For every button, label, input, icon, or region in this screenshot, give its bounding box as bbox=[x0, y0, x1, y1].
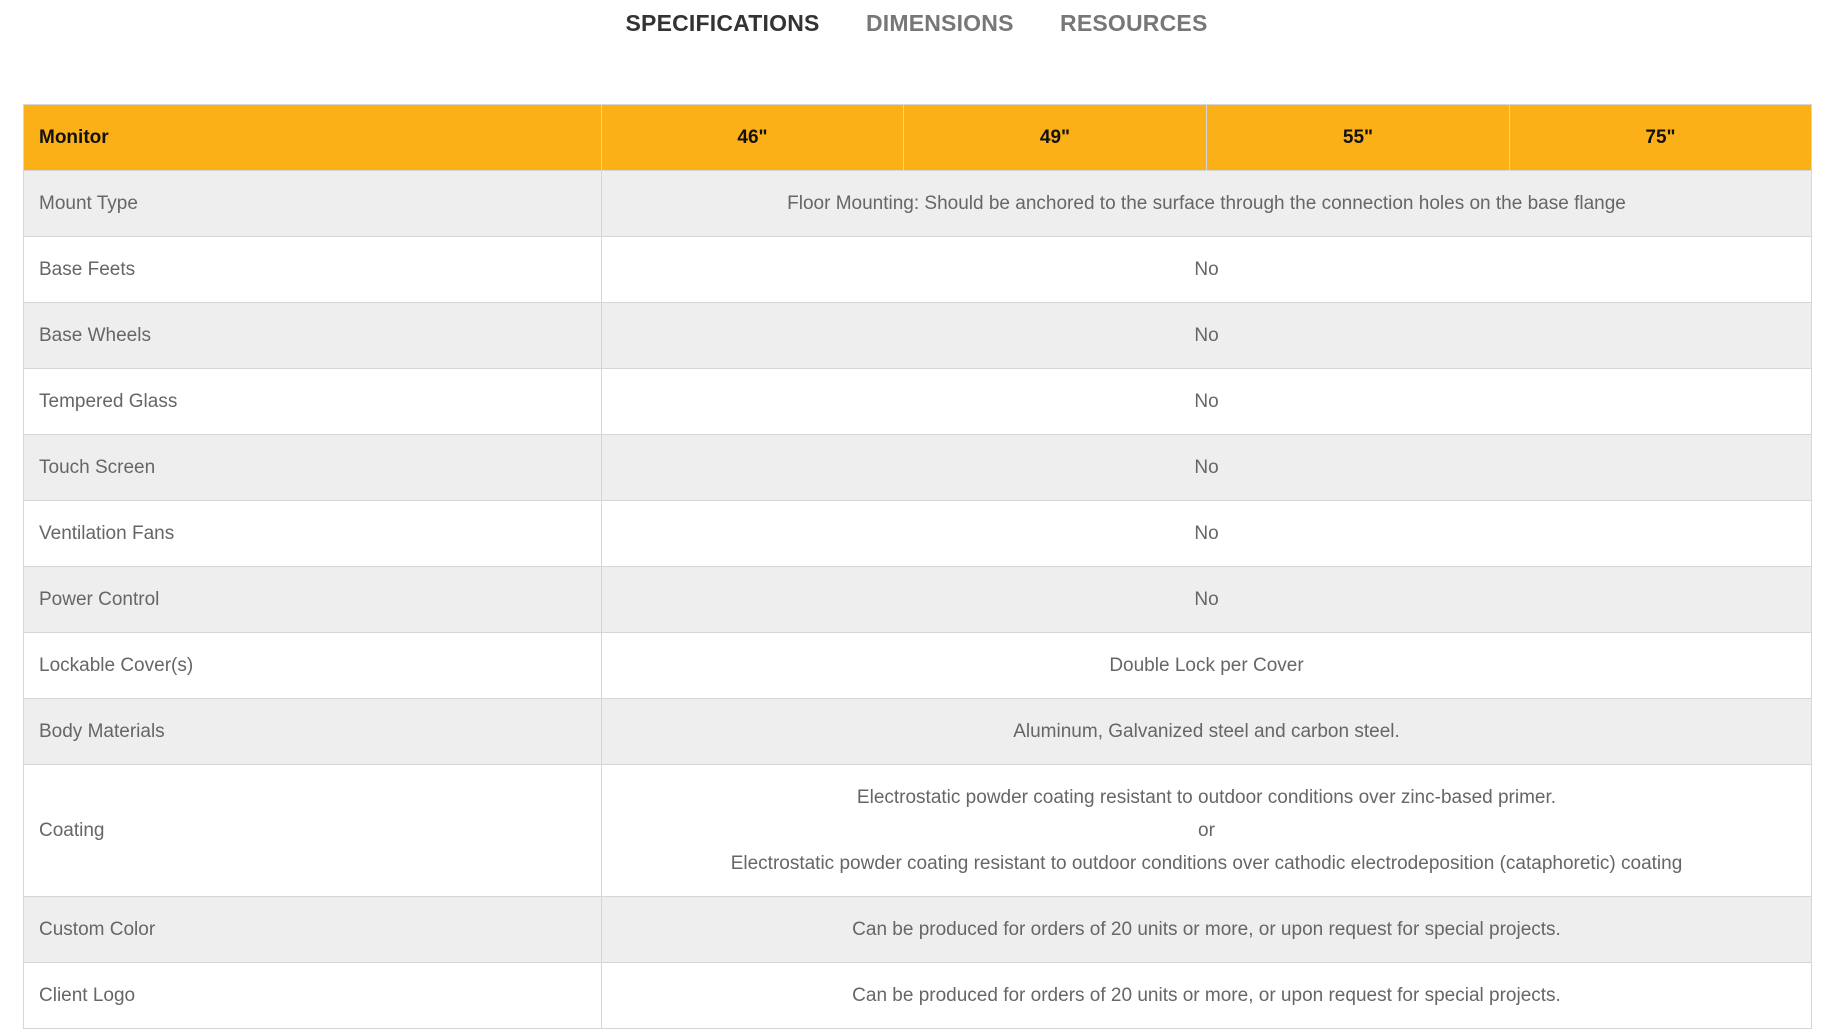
table-row: Lockable Cover(s) Double Lock per Cover bbox=[23, 632, 1812, 699]
row-label: Client Logo bbox=[23, 962, 602, 1029]
table-row: Power Control No bbox=[23, 566, 1812, 633]
row-label: Base Wheels bbox=[23, 302, 602, 369]
table-header-row: Monitor 46" 49" 55" 75" bbox=[23, 104, 1812, 171]
table-row: Client Logo Can be produced for orders of… bbox=[23, 962, 1812, 1029]
row-value: No bbox=[601, 368, 1812, 435]
row-label: Body Materials bbox=[23, 698, 602, 765]
tab-bar: SPECIFICATIONS DIMENSIONS RESOURCES bbox=[0, 10, 1833, 37]
coating-line: Electrostatic powder coating resistant t… bbox=[730, 853, 1683, 874]
row-value: No bbox=[601, 236, 1812, 303]
specifications-table: Monitor 46" 49" 55" 75" Mount Type Floor … bbox=[23, 104, 1812, 1029]
table-row: Base Wheels No bbox=[23, 302, 1812, 369]
row-label: Base Feets bbox=[23, 236, 602, 303]
table-row: Custom Color Can be produced for orders o… bbox=[23, 896, 1812, 963]
coating-line: or bbox=[1198, 820, 1215, 841]
header-46: 46" bbox=[601, 104, 904, 171]
row-label: Coating bbox=[23, 764, 602, 897]
row-value: Electrostatic powder coating resistant t… bbox=[601, 764, 1812, 897]
row-label: Ventilation Fans bbox=[23, 500, 602, 567]
row-value: No bbox=[601, 566, 1812, 633]
row-label: Custom Color bbox=[23, 896, 602, 963]
row-value: Double Lock per Cover bbox=[601, 632, 1812, 699]
row-value: Floor Mounting: Should be anchored to th… bbox=[601, 170, 1812, 237]
row-value: No bbox=[601, 434, 1812, 501]
tab-dimensions[interactable]: DIMENSIONS bbox=[865, 10, 1014, 36]
row-value: No bbox=[601, 302, 1812, 369]
header-55: 55" bbox=[1206, 104, 1510, 171]
row-label: Lockable Cover(s) bbox=[23, 632, 602, 699]
header-75: 75" bbox=[1509, 104, 1812, 171]
table-row: Tempered Glass No bbox=[23, 368, 1812, 435]
table-row: Coating Electrostatic powder coating resi… bbox=[23, 764, 1812, 897]
table-row: Mount Type Floor Mounting: Should be anch… bbox=[23, 170, 1812, 237]
row-value: No bbox=[601, 500, 1812, 567]
header-monitor: Monitor bbox=[23, 104, 602, 171]
table-row: Touch Screen No bbox=[23, 434, 1812, 501]
table-row: Base Feets No bbox=[23, 236, 1812, 303]
table-row: Body Materials Aluminum, Galvanized steel… bbox=[23, 698, 1812, 765]
row-value: Can be produced for orders of 20 units o… bbox=[601, 962, 1812, 1029]
tab-resources[interactable]: RESOURCES bbox=[1060, 10, 1208, 36]
row-value: Aluminum, Galvanized steel and carbon st… bbox=[601, 698, 1812, 765]
coating-line: Electrostatic powder coating resistant t… bbox=[856, 787, 1557, 808]
row-label: Power Control bbox=[23, 566, 602, 633]
row-label: Mount Type bbox=[23, 170, 602, 237]
row-label: Touch Screen bbox=[23, 434, 602, 501]
row-label: Tempered Glass bbox=[23, 368, 602, 435]
row-value: Can be produced for orders of 20 units o… bbox=[601, 896, 1812, 963]
tab-specifications[interactable]: SPECIFICATIONS bbox=[625, 10, 820, 36]
table-row: Ventilation Fans No bbox=[23, 500, 1812, 567]
header-49: 49" bbox=[903, 104, 1207, 171]
